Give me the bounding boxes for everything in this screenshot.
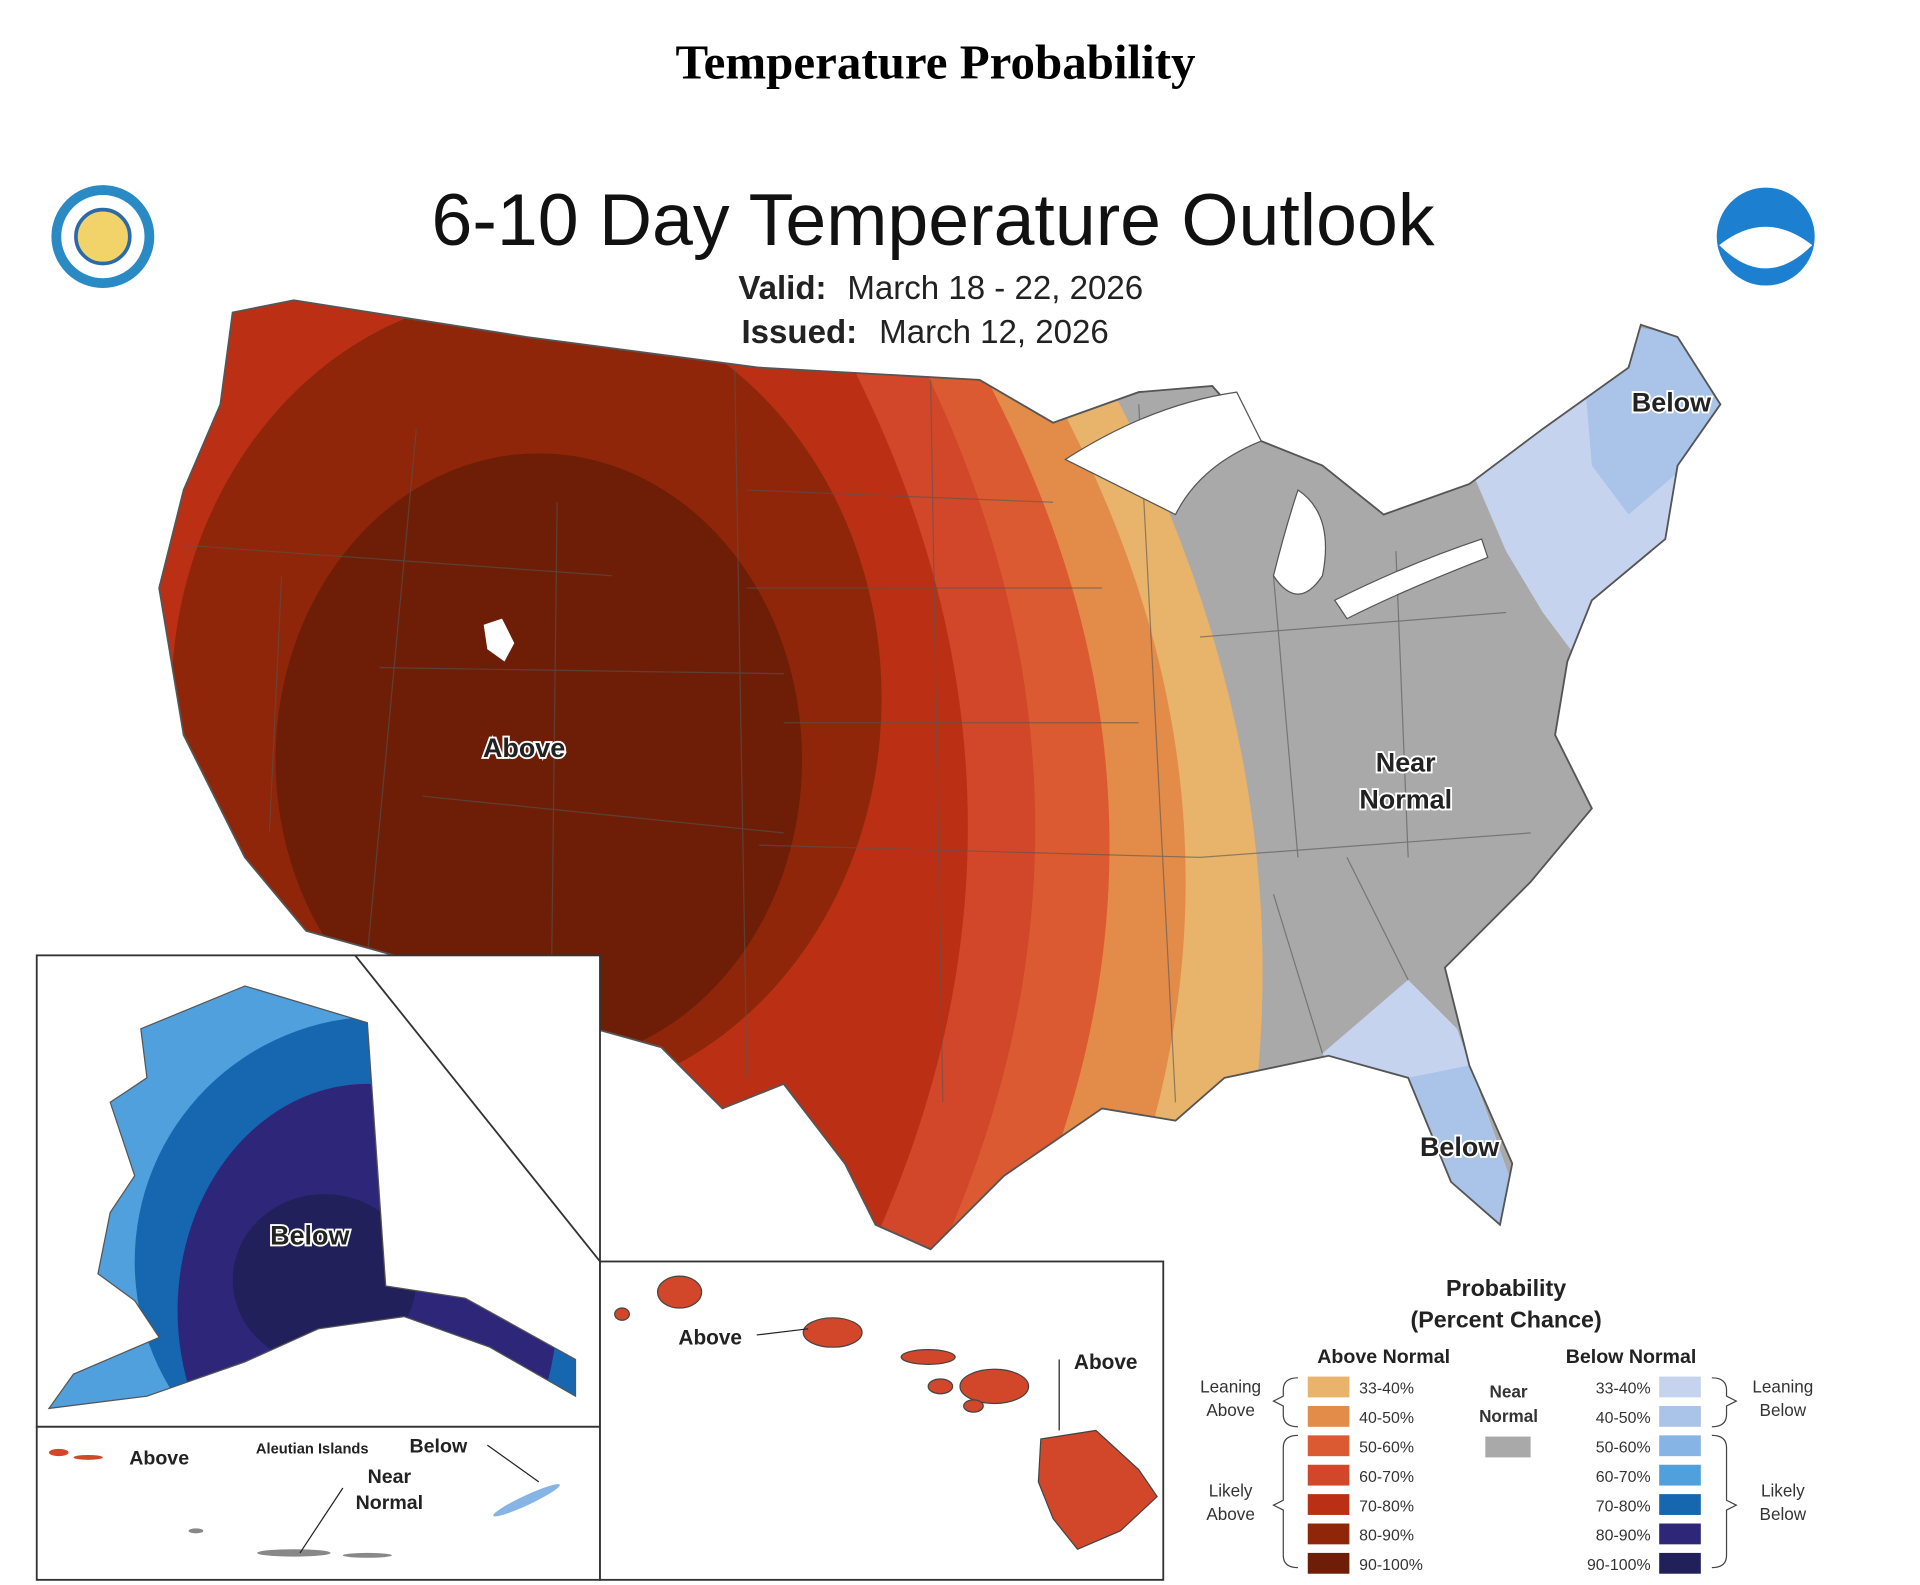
legend-label: 33-40%: [1596, 1381, 1651, 1398]
above-header: Above Normal: [1317, 1346, 1450, 1368]
legend-swatch: [1659, 1405, 1701, 1427]
bracket-label: Likely: [1209, 1481, 1253, 1501]
legend-label: 40-50%: [1359, 1410, 1414, 1427]
issued-label: Issued:: [741, 314, 857, 351]
bracket-label: Above: [1206, 1504, 1255, 1524]
valid-date: March 18 - 22, 2026: [847, 270, 1143, 307]
great-lakes: [1064, 391, 1489, 620]
aleutian-near-label: Normal: [356, 1492, 423, 1514]
legend-label: 33-40%: [1359, 1381, 1414, 1398]
bracket-label: Likely: [1761, 1481, 1805, 1501]
commerce-seal: [51, 185, 155, 289]
bracket-label: Leaning: [1200, 1377, 1261, 1397]
valid-label: Valid:: [738, 270, 826, 307]
inset-connector: [354, 954, 601, 1263]
alaska-below-label: Below: [270, 1220, 349, 1250]
legend-swatch: [1307, 1552, 1350, 1574]
legend-label: 60-70%: [1596, 1469, 1651, 1486]
bracket-label: Above: [1206, 1400, 1255, 1420]
conus-above-label: Above: [483, 733, 565, 763]
legend-label: 50-60%: [1596, 1440, 1651, 1457]
legend-swatch: [1485, 1436, 1531, 1458]
page-title: Temperature Probability: [675, 35, 1195, 90]
legend-swatch: [1659, 1494, 1701, 1515]
state-lines: [183, 367, 1531, 1103]
legend-title: Probability: [1446, 1275, 1566, 1301]
aleutian-above-label: Above: [129, 1448, 189, 1470]
aleutian-near-label: Near: [368, 1466, 412, 1488]
hawaii-pointers: [756, 1328, 1060, 1431]
legend-label: 70-80%: [1359, 1498, 1414, 1515]
legend-label: 70-80%: [1596, 1498, 1651, 1515]
legend-label: 40-50%: [1596, 1410, 1651, 1427]
northeast-below-label: Below: [1632, 388, 1711, 418]
below-area: [1408, 1065, 1531, 1237]
aleutian-below-label: Below: [410, 1436, 468, 1458]
florida-below-label: Below: [1420, 1132, 1499, 1162]
legend-label: 80-90%: [1596, 1528, 1651, 1545]
legend-label: 90-100%: [1359, 1557, 1423, 1574]
outlook-heading: 6-10 Day Temperature Outlook: [432, 178, 1435, 261]
legend-swatch: [1307, 1405, 1350, 1427]
legend-swatch: [1307, 1464, 1350, 1486]
legend-label: 90-100%: [1587, 1557, 1651, 1574]
conus-near-label: Normal: [1359, 784, 1452, 814]
bracket-label: Leaning: [1752, 1377, 1813, 1397]
legend-swatch: [1307, 1376, 1350, 1398]
legend-swatch: [1659, 1435, 1701, 1457]
hawaii-above-label: Above: [678, 1327, 742, 1350]
below-header: Below Normal: [1566, 1346, 1697, 1368]
conus-near-label: Near: [1376, 748, 1436, 778]
alaska-outline: [47, 985, 577, 1410]
hawaii-above-label: Above: [1074, 1351, 1138, 1374]
legend: Probability (Percent Chance) Above Norma…: [1200, 1275, 1813, 1574]
legend-label: 60-70%: [1359, 1469, 1414, 1486]
legend-swatch: [1659, 1552, 1701, 1574]
legend-swatch: [1659, 1523, 1701, 1545]
hawaii-islands: [614, 1275, 1158, 1550]
issued-date: March 12, 2026: [879, 314, 1109, 351]
great-salt-lake: [483, 618, 515, 662]
noaa-logo: [1716, 187, 1815, 286]
near-label: Near: [1490, 1381, 1528, 1401]
legend-swatch: [1659, 1464, 1701, 1486]
aleutian-pointers: [299, 1444, 540, 1554]
aleutian-title: Aleutian Islands: [256, 1442, 369, 1458]
legend-subtitle: (Percent Chance): [1411, 1307, 1602, 1333]
aleutian-islands: [48, 1448, 560, 1558]
above-band: [275, 453, 803, 1066]
legend-label: 50-60%: [1359, 1440, 1414, 1457]
legend-swatch: [1307, 1523, 1350, 1545]
legend-brackets: [1272, 1377, 1738, 1569]
bracket-label: Below: [1760, 1400, 1807, 1420]
bracket-label: Below: [1760, 1504, 1807, 1524]
legend-label: 80-90%: [1359, 1528, 1414, 1545]
legend-swatch: [1307, 1494, 1350, 1515]
legend-swatch: [1659, 1376, 1701, 1398]
legend-swatch: [1307, 1435, 1350, 1457]
near-label: Normal: [1479, 1406, 1538, 1426]
